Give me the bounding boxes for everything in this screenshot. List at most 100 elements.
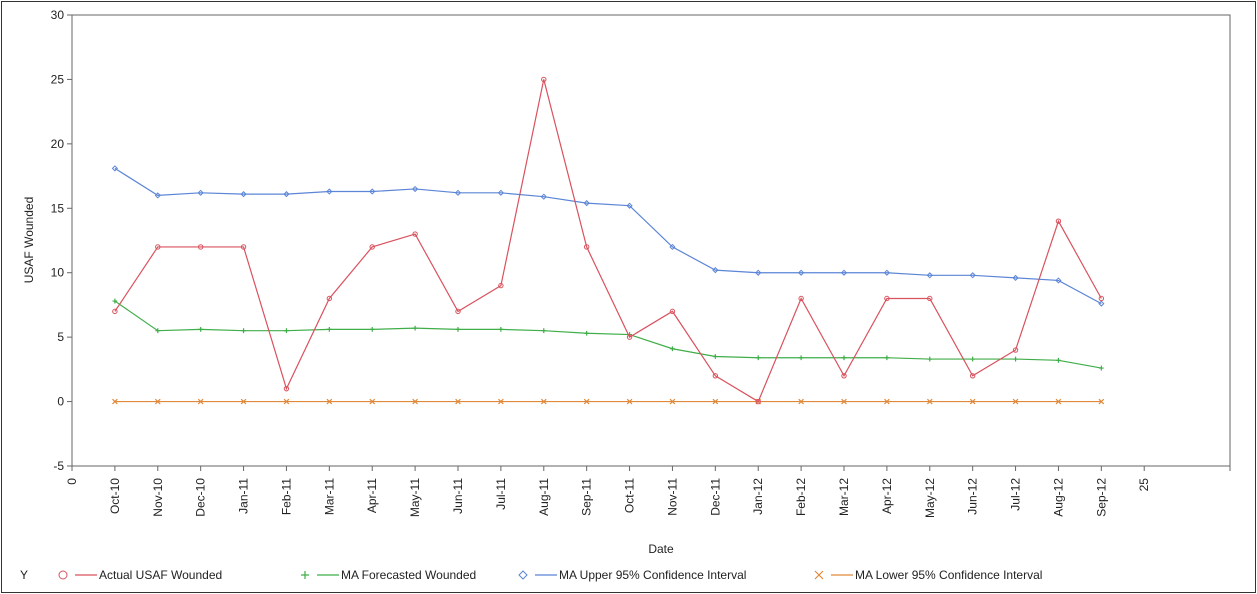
data-point xyxy=(669,308,676,315)
data-point xyxy=(1012,347,1019,353)
data-point xyxy=(412,185,419,193)
data-point xyxy=(283,398,290,405)
data-point xyxy=(969,373,976,379)
series-line xyxy=(114,300,1102,369)
x-axis-title: Date xyxy=(648,542,674,556)
y-tick-label: -5 xyxy=(53,459,64,473)
legend-label: MA Forecasted Wounded xyxy=(341,568,476,582)
data-point xyxy=(841,398,847,405)
x-tick-label: Aug-12 xyxy=(1051,478,1065,517)
x-tick-label: Mar-11 xyxy=(322,478,336,515)
data-point xyxy=(884,398,890,405)
data-point xyxy=(669,243,676,251)
x-numeric-tick-label: 25 xyxy=(1137,478,1151,492)
data-point xyxy=(1055,277,1062,284)
y-tick-label: 10 xyxy=(51,266,65,280)
data-point xyxy=(1098,398,1105,405)
data-point xyxy=(583,244,590,250)
data-point xyxy=(798,295,804,302)
data-point xyxy=(1098,300,1105,307)
data-point xyxy=(155,328,161,334)
data-point xyxy=(969,398,976,405)
data-point xyxy=(626,202,633,209)
data-point xyxy=(369,244,375,250)
data-point xyxy=(240,398,247,405)
data-point xyxy=(884,295,890,302)
data-point xyxy=(884,355,890,361)
data-point xyxy=(197,244,204,250)
data-point xyxy=(755,269,762,276)
data-point xyxy=(626,398,633,405)
data-point xyxy=(498,327,504,332)
data-point xyxy=(926,398,933,405)
y-tick-label: 20 xyxy=(51,137,65,151)
data-point xyxy=(798,355,804,361)
series-line xyxy=(114,79,1102,403)
data-point xyxy=(412,398,418,405)
x-tick-label: Dec-10 xyxy=(194,478,208,517)
x-numeric-tick-label: 0 xyxy=(65,478,79,485)
data-point xyxy=(712,267,719,274)
series-ma-lower-95-confidence-interval xyxy=(112,398,1105,405)
y-tick-label: 0 xyxy=(57,395,64,409)
data-point xyxy=(712,354,718,359)
data-point xyxy=(284,328,289,334)
data-point xyxy=(369,327,375,332)
data-point xyxy=(883,269,890,276)
data-point xyxy=(111,165,118,172)
data-point xyxy=(112,298,118,304)
data-point xyxy=(498,398,504,405)
data-point xyxy=(241,328,246,334)
data-point xyxy=(583,398,590,405)
data-point xyxy=(1055,218,1062,224)
data-point xyxy=(326,398,333,405)
x-tick-label: Jul-11 xyxy=(494,478,508,510)
data-point xyxy=(197,398,204,405)
x-tick-label: Jun-11 xyxy=(451,478,465,514)
series-layer xyxy=(111,76,1105,405)
data-point xyxy=(112,398,118,405)
data-point xyxy=(1098,295,1105,302)
data-point xyxy=(326,295,333,302)
data-point xyxy=(112,308,118,315)
data-point xyxy=(798,398,804,405)
x-tick-label: Mar-12 xyxy=(837,478,851,516)
data-point xyxy=(1056,357,1061,363)
x-tick-label: Apr-11 xyxy=(365,478,379,513)
legend-label: MA Upper 95% Confidence Interval xyxy=(559,568,746,582)
data-point xyxy=(155,244,161,250)
y-tick-label: 15 xyxy=(51,201,65,215)
legend-marker xyxy=(518,570,528,580)
data-point xyxy=(1012,398,1019,405)
y-axis-title: USAF Wounded xyxy=(22,197,36,284)
series-line xyxy=(114,167,1102,305)
data-point xyxy=(1012,274,1019,281)
x-axis: Oct-10 Nov-10 Dec-10 Jan-11 Feb-11 Mar-11 Apr-… xyxy=(65,466,1231,518)
data-point xyxy=(154,192,161,199)
plot-area xyxy=(71,14,1231,467)
x-tick-label: Nov-11 xyxy=(665,478,679,516)
legend-title: Y xyxy=(20,568,28,582)
x-tick-label: Feb-11 xyxy=(279,478,293,515)
data-point xyxy=(498,282,504,289)
data-point xyxy=(283,385,290,392)
y-tick-label: 25 xyxy=(51,72,65,86)
x-tick-label: Sep-12 xyxy=(1094,478,1108,517)
data-point xyxy=(369,188,376,195)
data-point xyxy=(541,76,547,83)
data-point xyxy=(497,189,504,196)
data-point xyxy=(798,269,805,276)
series-ma-forecasted-wounded xyxy=(112,298,1104,371)
x-tick-label: Apr-12 xyxy=(880,478,894,514)
data-point xyxy=(755,398,761,405)
legend-marker xyxy=(58,570,68,580)
legend-item: Actual USAF Wounded xyxy=(58,568,222,582)
data-point xyxy=(455,308,461,315)
data-point xyxy=(326,327,332,332)
data-point xyxy=(926,272,933,279)
data-point xyxy=(540,398,547,405)
y-tick-label: 5 xyxy=(57,330,64,344)
legend-item: MA Upper 95% Confidence Interval xyxy=(518,568,746,582)
data-point xyxy=(927,356,933,362)
